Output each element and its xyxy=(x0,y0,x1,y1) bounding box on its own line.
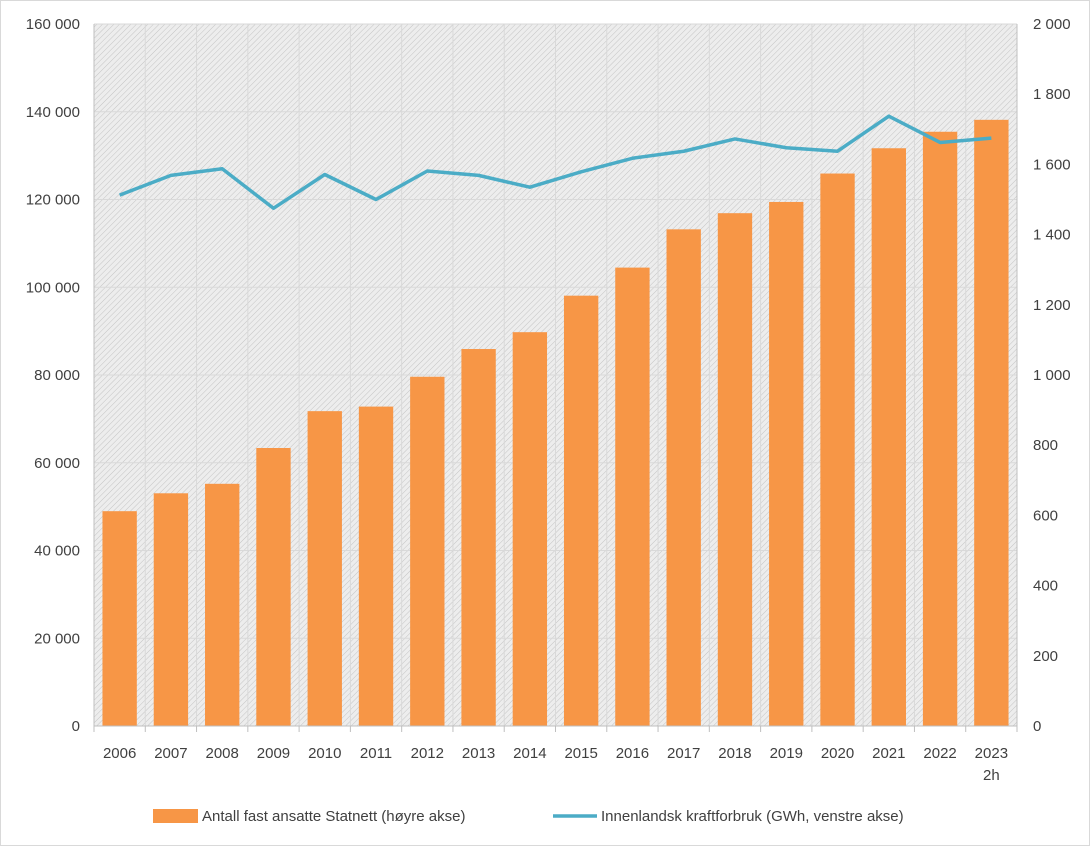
y-right-tick-label: 1 200 xyxy=(1033,297,1071,314)
bar-2014 xyxy=(512,332,548,726)
bar-2019 xyxy=(769,201,804,726)
x-tick-label: 2022 xyxy=(923,745,956,762)
bar-2013 xyxy=(461,349,496,726)
x-tick-label: 2010 xyxy=(308,745,341,762)
bar-2008 xyxy=(205,483,240,726)
x-tick-label: 2012 xyxy=(411,745,444,762)
y-left-tick-label: 80 000 xyxy=(34,367,80,384)
y-left-tick-label: 60 000 xyxy=(34,455,80,472)
x-tick-label: 2009 xyxy=(257,745,290,762)
y-right-tick-label: 0 xyxy=(1033,718,1041,735)
x-tick-sublabel: 2h xyxy=(983,767,1000,784)
legend-label-bar: Antall fast ansatte Statnett (høyre akse… xyxy=(202,808,465,825)
y-right-tick-label: 400 xyxy=(1033,578,1058,595)
x-tick-label: 2016 xyxy=(616,745,649,762)
bar-2017 xyxy=(666,229,701,726)
x-tick-label: 2017 xyxy=(667,745,700,762)
x-tick-label: 2008 xyxy=(206,745,239,762)
bar-2012 xyxy=(410,376,445,726)
x-tick-label: 2011 xyxy=(360,745,392,762)
x-tick-label: 2015 xyxy=(564,745,597,762)
bar-2007 xyxy=(153,493,189,726)
y-right-tick-label: 1 000 xyxy=(1033,367,1071,384)
x-tick-label: 2014 xyxy=(513,745,546,762)
y-left-tick-label: 160 000 xyxy=(26,16,80,33)
x-tick-label: 2023 xyxy=(975,745,1008,762)
y-right-tick-label: 1 400 xyxy=(1033,227,1071,244)
bar-2020 xyxy=(820,173,855,726)
y-right-tick-label: 200 xyxy=(1033,648,1058,665)
bar-2015 xyxy=(563,295,599,726)
x-tick-label: 2019 xyxy=(770,745,803,762)
bar-2023 xyxy=(974,119,1009,726)
x-tick-label: 2018 xyxy=(718,745,751,762)
y-left-tick-label: 140 000 xyxy=(26,104,80,121)
y-right-tick-label: 2 000 xyxy=(1033,16,1071,33)
x-tick-label: 2020 xyxy=(821,745,854,762)
x-tick-label: 2007 xyxy=(154,745,187,762)
y-left-tick-label: 0 xyxy=(72,718,80,735)
series-line-kraftforbruk xyxy=(119,114,992,211)
y-left-tick-label: 20 000 xyxy=(34,630,80,647)
y-left-tick-label: 40 000 xyxy=(34,543,80,560)
bar-2011 xyxy=(358,406,394,726)
x-tick-label: 2021 xyxy=(872,745,905,762)
legend-label-line: Innenlandsk kraftforbruk (GWh, venstre a… xyxy=(601,808,904,825)
y-left-tick-label: 120 000 xyxy=(26,192,80,209)
x-tick-label: 2013 xyxy=(462,745,495,762)
y-right-tick-label: 600 xyxy=(1033,507,1058,524)
bar-2018 xyxy=(717,213,753,727)
y-left-tick-label: 100 000 xyxy=(26,279,80,296)
bar-2022 xyxy=(922,131,958,726)
bar-2010 xyxy=(307,411,342,726)
y-right-tick-label: 800 xyxy=(1033,437,1058,454)
legend-swatch-bar xyxy=(153,809,198,823)
y-right-tick-label: 1 800 xyxy=(1033,86,1071,103)
bar-2021 xyxy=(871,148,906,726)
bar-2016 xyxy=(615,267,650,726)
y-right-tick-label: 1 600 xyxy=(1033,156,1071,173)
bar-2009 xyxy=(256,448,291,726)
bar-2006 xyxy=(102,511,137,726)
x-tick-label: 2006 xyxy=(103,745,136,762)
